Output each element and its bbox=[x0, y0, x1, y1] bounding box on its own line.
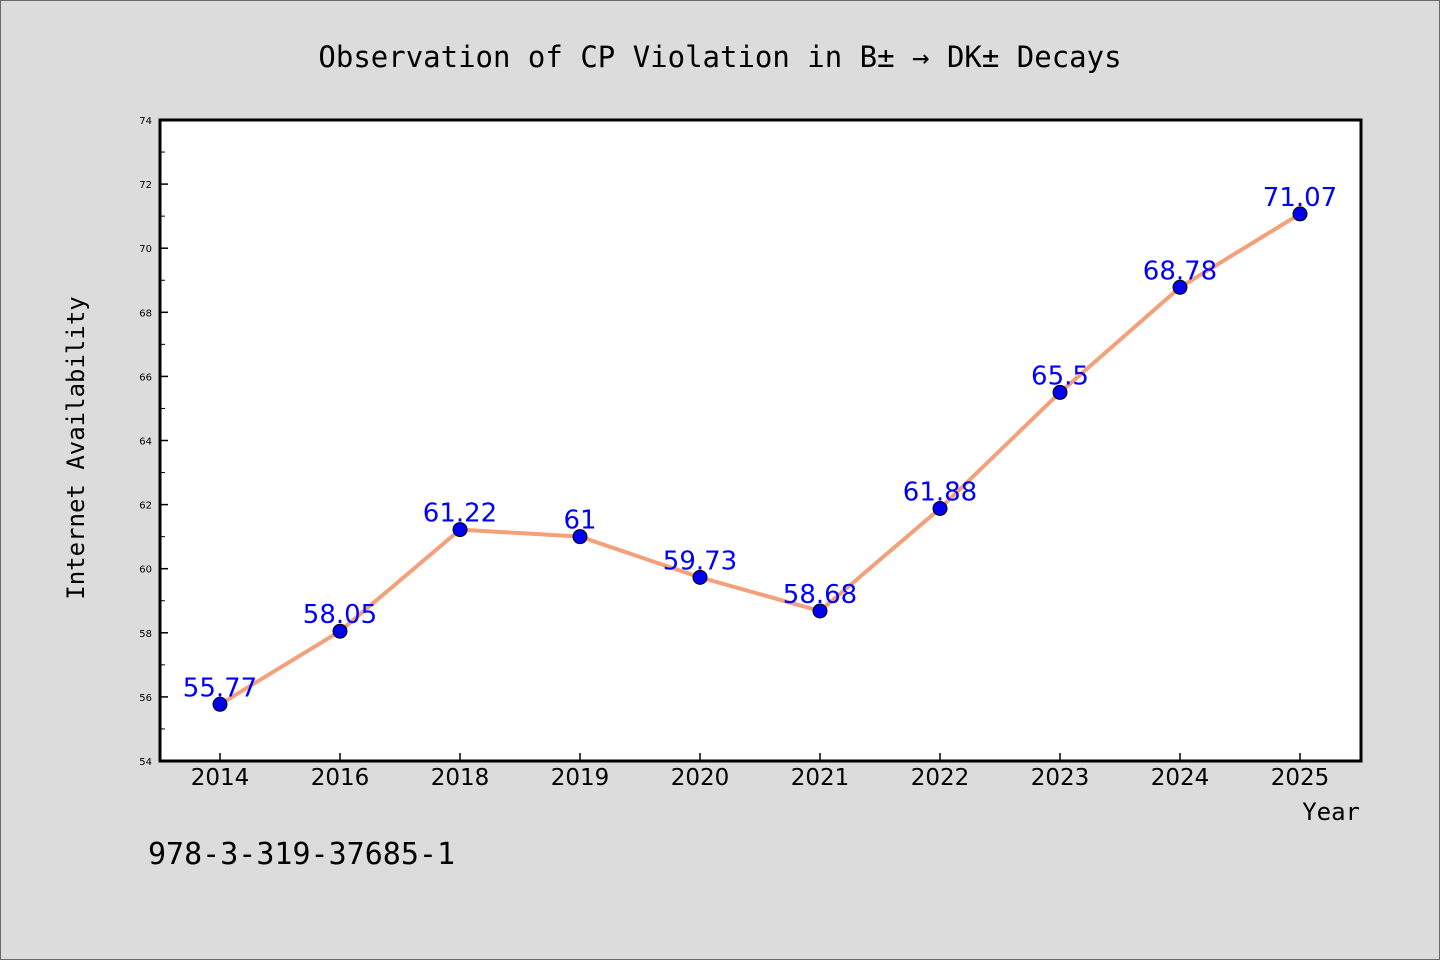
data-label: 65.5 bbox=[1031, 361, 1089, 391]
x-tick-label: 2023 bbox=[1031, 765, 1090, 791]
data-label: 71.07 bbox=[1263, 183, 1337, 213]
data-label: 61 bbox=[563, 506, 596, 536]
data-markers bbox=[212, 206, 1308, 712]
x-tick-label: 2025 bbox=[1271, 765, 1330, 791]
x-axis-label: Year bbox=[1302, 798, 1360, 826]
y-tick-label: 54 bbox=[139, 757, 152, 768]
data-label: 58.05 bbox=[303, 600, 377, 630]
y-tick-label: 60 bbox=[139, 565, 152, 576]
y-tick-label: 58 bbox=[139, 629, 152, 640]
data-point bbox=[1292, 206, 1308, 222]
data-point bbox=[812, 603, 828, 619]
isbn-footnote: 978-3-319-37685-1 bbox=[148, 837, 455, 872]
data-point bbox=[932, 500, 948, 516]
data-point bbox=[692, 569, 708, 585]
y-tick-label: 72 bbox=[139, 180, 152, 191]
data-label: 68.78 bbox=[1143, 256, 1217, 286]
y-tick-label: 70 bbox=[139, 244, 152, 255]
x-tick-label: 2021 bbox=[791, 765, 850, 791]
data-label: 58.68 bbox=[783, 580, 857, 610]
x-axis: 2014 2016 2018 2019 2020 2021 2022 2023 2024 2025 bbox=[191, 753, 1330, 791]
data-label: 59.73 bbox=[663, 546, 737, 576]
x-tick-label: 2019 bbox=[551, 765, 610, 791]
x-tick-label: 2020 bbox=[671, 765, 730, 791]
x-tick-label: 2022 bbox=[911, 765, 970, 791]
data-point bbox=[1172, 279, 1188, 295]
x-tick-label: 2014 bbox=[191, 765, 250, 791]
y-tick-label: 62 bbox=[139, 501, 152, 512]
x-tick-label: 2018 bbox=[431, 765, 490, 791]
series-line-group bbox=[218, 212, 1302, 706]
data-labels: 55.77 58.05 61.22 61 59.73 58.68 61.88 65.5 68.7… bbox=[183, 183, 1337, 703]
data-point bbox=[452, 522, 468, 538]
data-point bbox=[332, 623, 348, 639]
y-axis-label: Internet Availability bbox=[62, 296, 90, 599]
data-point bbox=[212, 696, 228, 712]
x-tick-label: 2024 bbox=[1151, 765, 1210, 791]
series-line bbox=[218, 212, 1302, 706]
y-axis: 54 56 58 60 62 64 66 68 70 72 74 bbox=[139, 116, 168, 768]
y-tick-label: 68 bbox=[139, 308, 152, 319]
data-point bbox=[572, 529, 588, 545]
y-tick-label: 56 bbox=[139, 693, 152, 704]
y-tick-label: 66 bbox=[139, 372, 152, 383]
y-tick-label: 64 bbox=[139, 437, 152, 448]
data-label: 55.77 bbox=[183, 673, 257, 703]
x-tick-label: 2016 bbox=[311, 765, 370, 791]
y-tick-label: 74 bbox=[139, 116, 152, 127]
data-point bbox=[1052, 384, 1068, 400]
chart-title: Observation of CP Violation in B± → DK± … bbox=[318, 40, 1121, 74]
data-label: 61.88 bbox=[903, 477, 977, 507]
plot-area bbox=[158, 118, 1363, 763]
data-label: 61.22 bbox=[423, 499, 497, 529]
